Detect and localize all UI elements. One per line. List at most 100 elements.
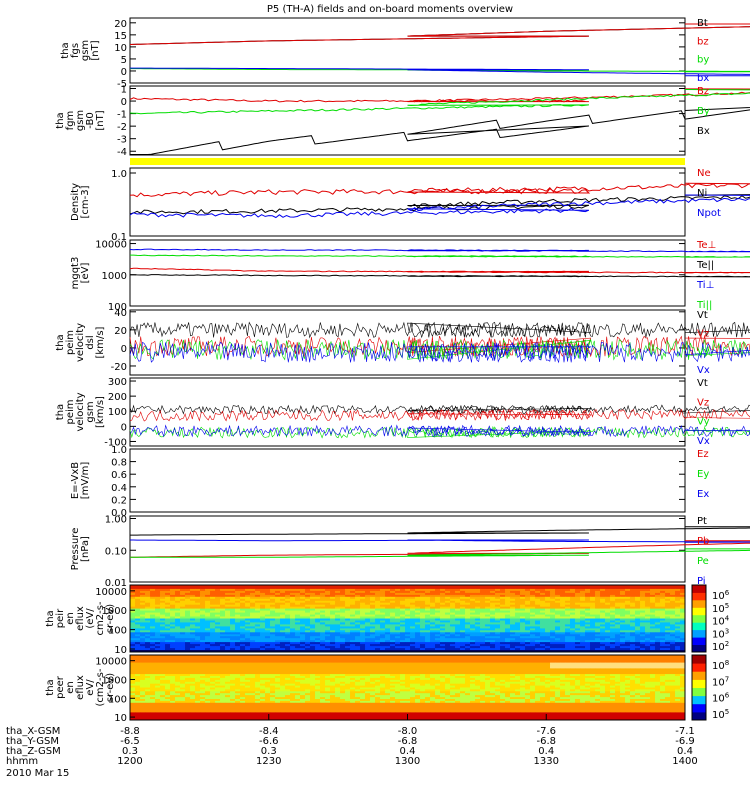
spectrogram-cell [225, 608, 231, 612]
spectrogram-cell [325, 614, 331, 618]
spectrogram-cell [185, 602, 191, 606]
spectrogram-cell [300, 666, 306, 669]
spectrogram-cell [180, 616, 186, 619]
spectrogram-cell [525, 638, 531, 641]
spectrogram-cell [390, 612, 396, 616]
spectrogram-cell [550, 666, 556, 669]
spectrogram-cell [245, 636, 251, 639]
spectrogram-cell [525, 660, 531, 664]
spectrogram-cell [600, 600, 606, 604]
spectrogram-cell [225, 634, 231, 637]
spectrogram-cell [190, 608, 196, 612]
spectrogram-cell [160, 642, 166, 645]
spectrogram-cell [415, 668, 421, 671]
spectrogram-cell [650, 630, 656, 633]
spectrogram-cell [360, 668, 366, 671]
y-tick-label: 0 [121, 344, 127, 355]
spectrogram-cell [210, 656, 216, 660]
spectrogram-cell [230, 630, 236, 633]
spectrogram-cell [270, 670, 276, 673]
spectrogram-cell [535, 608, 541, 612]
spectrogram-cell [250, 620, 256, 623]
spectrogram-cell [375, 666, 381, 669]
spectrogram-cell [655, 616, 661, 619]
spectrogram-cell [145, 636, 151, 639]
spectrogram-cell [245, 620, 251, 623]
spectrogram-cell [250, 614, 256, 618]
spectrogram-cell [665, 592, 671, 596]
spectrogram-cell [140, 628, 146, 631]
spectrogram-cell [245, 644, 251, 647]
spectrogram-cell [225, 626, 231, 629]
spectrogram-cell [295, 614, 301, 618]
spectrogram-cell [270, 644, 276, 647]
spectrogram-cell [425, 626, 431, 629]
spectrogram-cell [620, 594, 626, 598]
spectrogram-cell [455, 662, 461, 665]
spectrogram-cell [680, 622, 686, 625]
spectrogram-cell [340, 636, 346, 639]
spectrogram-cell [150, 594, 156, 598]
spectrogram-cell [415, 646, 421, 649]
spectrogram-cell [380, 655, 386, 658]
spectrogram-cell [380, 602, 386, 606]
spectrogram-cell [585, 614, 591, 618]
spectrogram-cell [195, 602, 201, 606]
spectrogram-cell [560, 598, 566, 602]
spectrogram-cell [665, 624, 671, 627]
spectrogram-cell [285, 640, 291, 643]
spectrogram-cell [475, 656, 481, 660]
spectrogram-cell [540, 616, 546, 619]
spectrogram-cell [220, 588, 226, 592]
spectrogram-cell [230, 632, 236, 635]
spectrogram-cell [140, 594, 146, 598]
spectrogram-cell [570, 656, 576, 660]
spectrogram-cell [555, 604, 561, 608]
y-axis-label-line: gsm [75, 110, 86, 131]
spectrogram-cell [190, 594, 196, 598]
spectrogram-cell [295, 628, 301, 631]
spectrogram-cell [210, 668, 216, 671]
spectrogram-cell [570, 628, 576, 631]
spectrogram-cell [260, 636, 266, 639]
spectrogram-cell [390, 594, 396, 598]
spectrogram-cell [150, 602, 156, 606]
spectrogram-cell [215, 610, 221, 614]
spectrogram-cell [400, 668, 406, 671]
spectrogram-cell [220, 634, 226, 637]
spectrogram-cell [665, 596, 671, 600]
spectrogram-cell [375, 644, 381, 647]
spectrogram-cell [130, 634, 136, 637]
spectrogram-cell [675, 602, 681, 606]
spectrogram-cell [610, 602, 616, 606]
spectrogram-cell [200, 604, 206, 608]
spectrogram-cell [335, 660, 341, 664]
spectrogram-cell [665, 666, 671, 669]
spectrogram-cell [300, 620, 306, 623]
spectrogram-cell [510, 620, 516, 623]
spectrogram-cell [625, 587, 631, 590]
spectrogram-cell [225, 596, 231, 600]
spectrogram-cell [385, 664, 391, 667]
spectrogram-cell [670, 602, 676, 606]
spectrogram-cell [130, 610, 136, 614]
spectrogram-cell [405, 640, 411, 643]
spectrogram-cell [500, 634, 506, 637]
spectrogram-cell [365, 648, 371, 651]
spectrogram-cell [225, 662, 231, 665]
spectrogram-cell [190, 602, 196, 606]
spectrogram-cell [390, 604, 396, 608]
spectrogram-cell [325, 644, 331, 647]
spectrogram-cell [285, 622, 291, 625]
spectrogram-cell [165, 594, 171, 598]
spectrogram-cell [270, 656, 276, 660]
spectrogram-cell [570, 616, 576, 619]
spectrogram-cell [555, 594, 561, 598]
spectrogram-cell [185, 644, 191, 647]
spectrogram-cell [570, 655, 576, 658]
spectrogram-cell [305, 630, 311, 633]
spectrogram-cell [620, 588, 626, 592]
spectrogram-cell [275, 585, 281, 588]
spectrogram-cell [620, 600, 626, 604]
panel-frame [129, 584, 686, 653]
